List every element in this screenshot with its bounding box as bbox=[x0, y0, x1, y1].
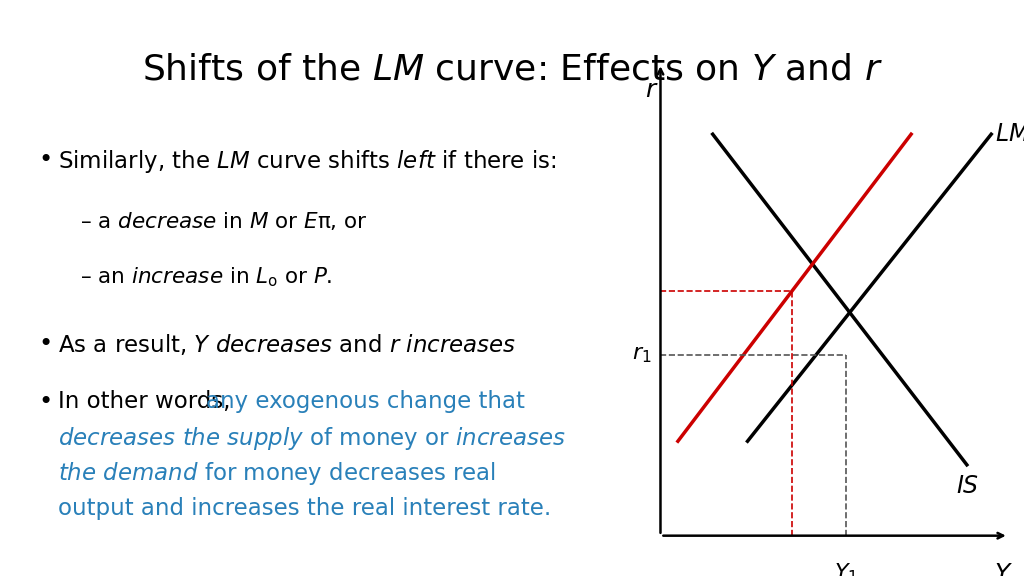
Text: Shifts of the $\it{LM}$ curve: Effects on $\it{Y}$ and $\it{r}$: Shifts of the $\it{LM}$ curve: Effects o… bbox=[141, 52, 883, 86]
Text: $r$: $r$ bbox=[645, 78, 658, 101]
Text: As a result, $\it{Y}$ $\it{decreases}$ and $\it{r}$ $\it{increases}$: As a result, $\it{Y}$ $\it{decreases}$ a… bbox=[58, 332, 516, 357]
Text: •: • bbox=[38, 332, 52, 356]
Text: $r_1$: $r_1$ bbox=[632, 345, 652, 365]
Text: Similarly, the $\it{LM}$ curve shifts $\it{left}$ if there is:: Similarly, the $\it{LM}$ curve shifts $\… bbox=[58, 148, 557, 175]
Text: $Y$: $Y$ bbox=[994, 562, 1013, 576]
Text: $\it{LM}$: $\it{LM}$ bbox=[994, 122, 1024, 146]
Text: $\it{the\ demand}$ for money decreases real: $\it{the\ demand}$ for money decreases r… bbox=[58, 460, 496, 487]
Text: •: • bbox=[38, 148, 52, 172]
Text: output and increases the real interest rate.: output and increases the real interest r… bbox=[58, 497, 551, 520]
Text: $Y_1$: $Y_1$ bbox=[834, 562, 858, 576]
Text: – an $\it{increase}$ in $\it{L}_\mathregular{o}$ or $\it{P}$.: – an $\it{increase}$ in $\it{L}_\mathreg… bbox=[80, 265, 333, 289]
Text: – a $\it{decrease}$ in $\it{M}$ or $\it{E}$π, or: – a $\it{decrease}$ in $\it{M}$ or $\it{… bbox=[80, 210, 368, 232]
Text: $\it{decreases\ the\ supply}$ of money or $\it{increases}$: $\it{decreases\ the\ supply}$ of money o… bbox=[58, 425, 565, 452]
Text: In other words,: In other words, bbox=[58, 390, 238, 413]
Text: $\it{IS}$: $\it{IS}$ bbox=[956, 474, 980, 498]
Text: any exogenous change that: any exogenous change that bbox=[206, 390, 525, 413]
Text: •: • bbox=[38, 390, 52, 414]
